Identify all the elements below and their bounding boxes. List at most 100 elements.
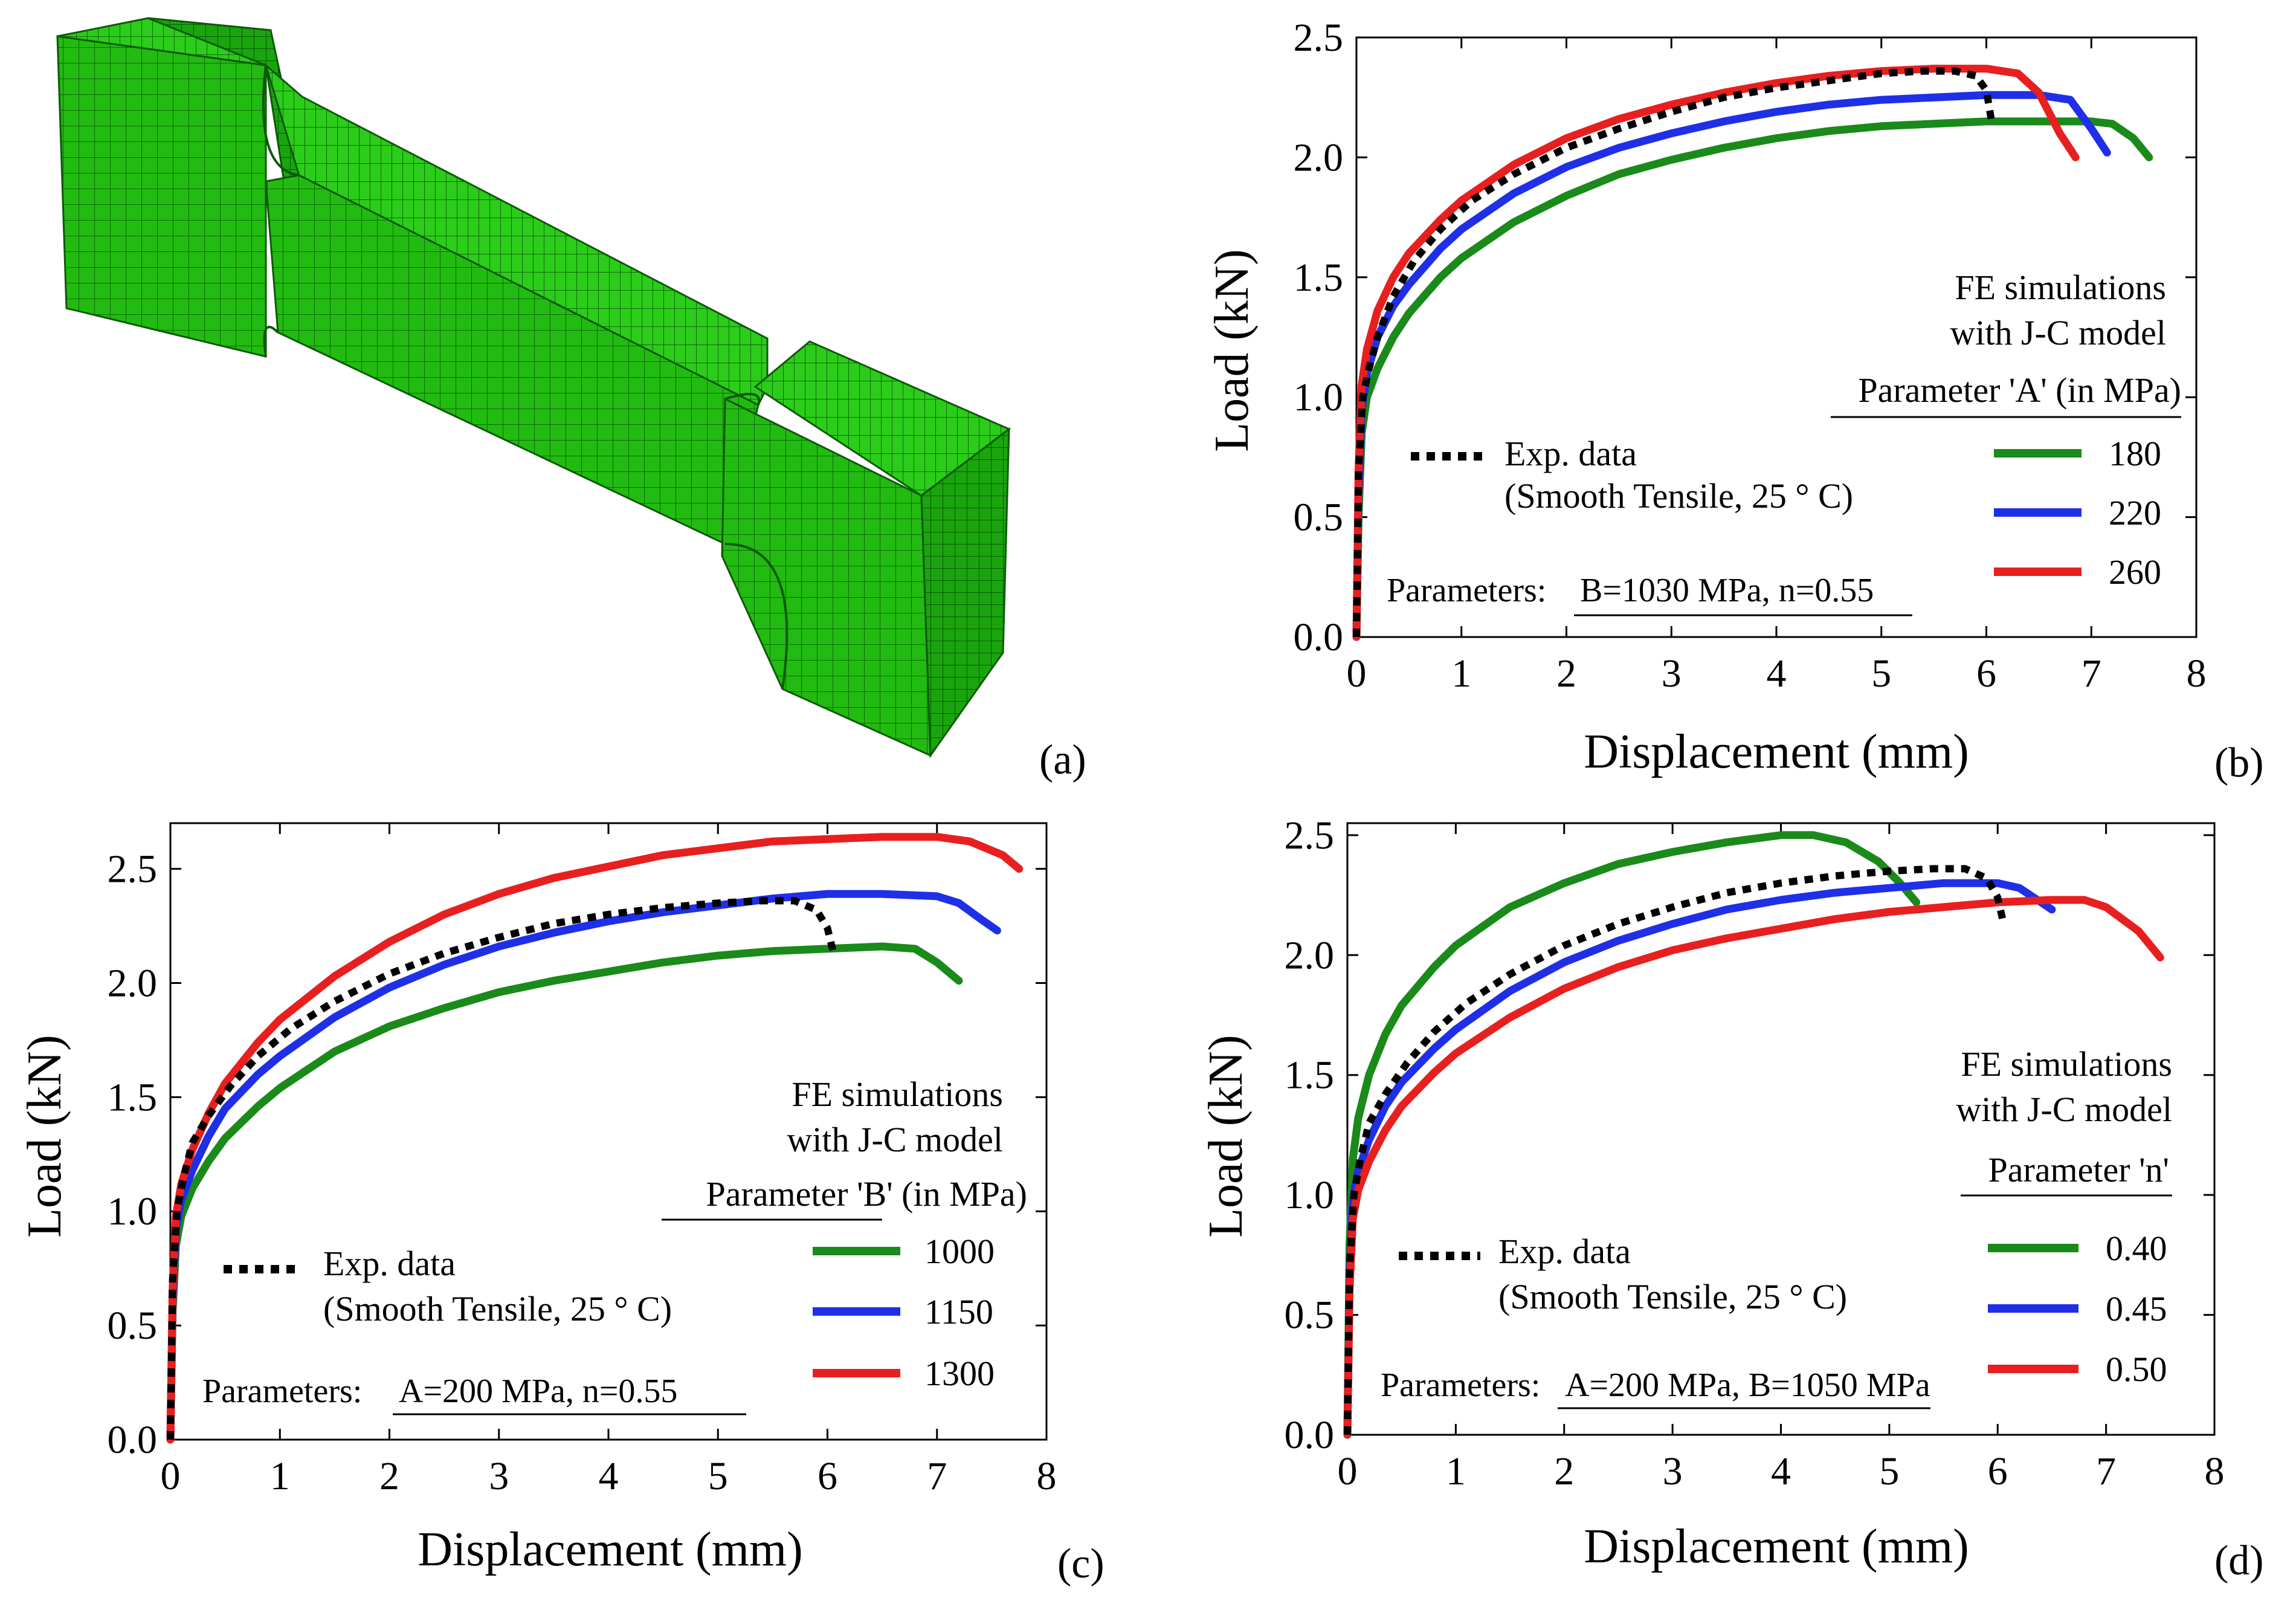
panel-label-c: (c): [1057, 1541, 1104, 1587]
x-tick-label: 1: [270, 1454, 290, 1498]
exp-label-line-2: (Smooth Tensile, 25 ° C): [323, 1289, 672, 1328]
y-axis-title: Load (kN): [18, 1035, 71, 1237]
x-tick-label: 3: [489, 1454, 509, 1498]
exp-label-line-2: (Smooth Tensile, 25 ° C): [1498, 1277, 1847, 1316]
y-tick-label: 1.0: [1285, 1173, 1335, 1217]
y-tick-label: 0.5: [1294, 496, 1344, 540]
x-tick-label: 4: [1771, 1449, 1791, 1493]
series-line-0.45: [1343, 879, 2056, 1439]
legend-title-line-2: with J-C model: [1956, 1090, 2172, 1129]
y-tick-label: 2.0: [1285, 933, 1335, 977]
legend-label-220: 220: [2109, 493, 2161, 532]
parameter-heading: Parameter 'A' (in MPa): [1858, 370, 2181, 410]
legend-label-260: 260: [2109, 552, 2161, 592]
legend-label-1300: 1300: [924, 1354, 995, 1393]
fixed-params-prefix: Parameters:: [1381, 1367, 1540, 1404]
plot-frame: [1346, 822, 2216, 1436]
exp-label-line-2: (Smooth Tensile, 25 ° C): [1504, 476, 1853, 516]
legend: FE simulations with J-C model Parameter …: [224, 1075, 1027, 1393]
y-tick-label: 2.5: [1294, 16, 1344, 60]
x-tick-label: 6: [817, 1454, 837, 1498]
legend-label-1150: 1150: [924, 1292, 993, 1331]
y-tick-label: 0.5: [108, 1304, 158, 1348]
legend-label-1000: 1000: [924, 1232, 995, 1271]
panel-label-b: (b): [2214, 740, 2264, 786]
panel-label-a: (a): [1039, 737, 1086, 783]
exp-label-line-1: Exp. data: [1504, 434, 1637, 473]
mesh-specimen-panel: (a): [56, 17, 1086, 783]
x-tick-label: 0: [1338, 1449, 1358, 1493]
chart-panel-d: 0 1 2 3 4 5 6 7 8 0.0 0.5 1.0 1.5 2.0 2.5 Displacement…: [1199, 813, 2264, 1584]
x-tick-label: 5: [708, 1454, 728, 1498]
mesh-specimen-illustration: [56, 17, 1011, 758]
series-line-1000: [166, 942, 963, 1444]
x-axis-title: Displacement (mm): [418, 1523, 803, 1576]
x-tick-label: 4: [599, 1454, 619, 1498]
y-tick-label: 1.5: [1285, 1053, 1335, 1098]
legend-label-0.45: 0.45: [2106, 1289, 2167, 1328]
y-tick-label: 0.5: [1285, 1293, 1335, 1337]
y-tick-label: 2.0: [108, 961, 158, 1005]
y-axis-title: Load (kN): [1205, 249, 1259, 451]
fixed-params-value: B=1030 MPa, n=0.55: [1580, 572, 1874, 609]
x-tick-label: 4: [1767, 652, 1787, 696]
x-tick-label: 5: [1871, 652, 1891, 696]
legend-label-0.40: 0.40: [2106, 1229, 2167, 1268]
y-tick-label: 2.5: [1285, 813, 1335, 858]
x-tick-label: 6: [1988, 1449, 2008, 1493]
fixed-params-prefix: Parameters:: [202, 1373, 362, 1410]
fixed-params-value: A=200 MPa, n=0.55: [399, 1373, 677, 1410]
exp-data-line: [1344, 865, 2007, 1435]
legend: FE simulations with J-C model Parameter …: [1399, 1044, 2172, 1389]
x-axis-title: Displacement (mm): [1584, 1520, 1969, 1573]
exp-data-line: [167, 897, 837, 1440]
legend-label-0.50: 0.50: [2106, 1350, 2167, 1389]
y-tick-label: 1.5: [108, 1075, 158, 1119]
parameter-heading: Parameter 'n': [1988, 1150, 2170, 1189]
x-tick-label: 0: [1347, 652, 1367, 696]
axis-ticks: 0 1 2 3 4 5 6 7 8 0.0 0.5 1.0 1.5 2.0 2.5: [1285, 813, 2225, 1493]
x-tick-label: 2: [379, 1454, 399, 1498]
y-tick-label: 1.0: [1294, 375, 1344, 419]
x-tick-label: 8: [2205, 1449, 2225, 1493]
panel-label-d: (d): [2214, 1538, 2264, 1584]
x-tick-label: 5: [1879, 1449, 1899, 1493]
x-tick-label: 7: [2082, 652, 2101, 696]
series-line-180: [1352, 117, 2153, 641]
parameter-heading: Parameter 'B' (in MPa): [706, 1174, 1028, 1214]
series-line-220: [1352, 91, 2111, 641]
series-line-0.40: [1343, 831, 1921, 1439]
curves: [166, 833, 1024, 1444]
x-tick-label: 7: [2096, 1449, 2116, 1493]
legend: FE simulations with J-C model Parameter …: [1411, 268, 2181, 592]
legend-title-line-1: FE simulations: [1961, 1044, 2172, 1084]
chart-panel-c: 0 1 2 3 4 5 6 7 8 0.0 0.5 1.0 1.5 2.0 2.5 Displacement…: [18, 822, 1104, 1587]
legend-title-line-2: with J-C model: [1950, 313, 2166, 352]
y-tick-label: 2.0: [1294, 135, 1344, 180]
y-tick-label: 0.0: [1294, 615, 1344, 659]
axis-ticks: 0 1 2 3 4 5 6 7 8 0.0 0.5 1.0 1.5 2.0 2.5: [1294, 16, 2207, 696]
legend-title-line-2: with J-C model: [787, 1120, 1003, 1159]
y-tick-label: 1.5: [1294, 256, 1344, 300]
x-tick-label: 0: [161, 1454, 181, 1498]
x-tick-label: 2: [1556, 652, 1576, 696]
x-tick-label: 3: [1663, 1449, 1683, 1493]
axis-ticks: 0 1 2 3 4 5 6 7 8 0.0 0.5 1.0 1.5 2.0 2.5: [108, 823, 1057, 1498]
legend-title-line-1: FE simulations: [1955, 268, 2166, 307]
y-axis-title: Load (kN): [1199, 1035, 1253, 1237]
x-tick-label: 8: [2187, 652, 2207, 696]
x-tick-label: 1: [1451, 652, 1471, 696]
exp-label-line-1: Exp. data: [1498, 1232, 1631, 1271]
x-tick-label: 8: [1037, 1454, 1057, 1498]
exp-data-line: [1353, 67, 1996, 638]
curves: [1352, 65, 2153, 641]
y-tick-label: 1.0: [108, 1189, 158, 1234]
y-tick-label: 0.0: [1285, 1413, 1335, 1457]
x-tick-label: 1: [1446, 1449, 1466, 1493]
x-tick-label: 3: [1662, 652, 1682, 696]
legend-title-line-1: FE simulations: [792, 1075, 1003, 1114]
y-tick-label: 2.5: [108, 847, 158, 891]
curves: [1343, 831, 2164, 1439]
series-line-1150: [166, 890, 1001, 1444]
